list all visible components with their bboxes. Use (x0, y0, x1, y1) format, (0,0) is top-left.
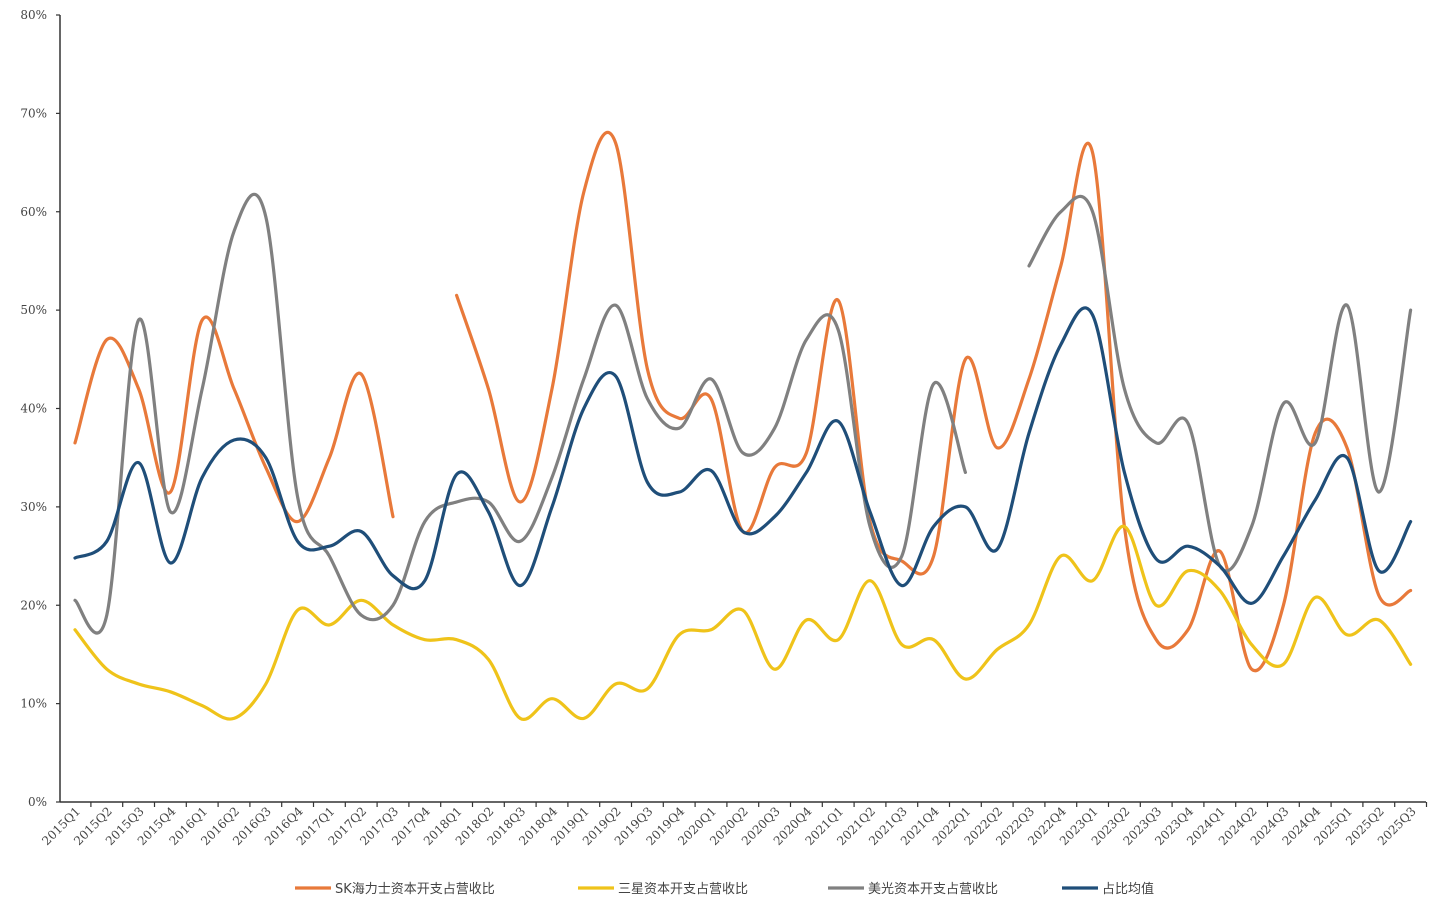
series-average (73, 306, 1413, 605)
series-sk-hynix (73, 130, 1413, 673)
series-line-micron (73, 192, 967, 635)
series-line-sk-hynix (455, 130, 1413, 673)
legend: SK海力士资本开支占营收比 三星资本开支占营收比 美光资本开支占营收比 占比均值 (295, 881, 1154, 897)
series-line-sk-hynix (73, 315, 395, 524)
y-tick-label: 10% (20, 697, 47, 711)
x-axis-ticks: 2015Q12015Q22015Q32015Q42016Q12016Q22016… (39, 802, 1428, 848)
legend-label-average: 占比均值 (1102, 881, 1154, 897)
series-line-samsung (73, 524, 1413, 721)
y-tick-label: 50% (20, 303, 47, 317)
y-tick-label: 30% (20, 500, 47, 514)
y-tick-label: 0% (28, 795, 47, 809)
y-tick-label: 20% (20, 598, 47, 612)
y-tick-label: 40% (20, 402, 47, 416)
legend-label-sk-hynix: SK海力士资本开支占营收比 (335, 882, 495, 897)
legend-label-samsung: 三星资本开支占营收比 (618, 882, 748, 897)
legend-label-micron: 美光资本开支占营收比 (868, 882, 998, 897)
series-line-micron (1027, 195, 1413, 573)
y-tick-label: 60% (20, 205, 47, 219)
y-axis-ticks: 0% 10% 20% 30% 40% 50% 60% 70% 80% (20, 8, 60, 809)
series-line-average (73, 306, 1413, 605)
y-tick-label: 70% (20, 106, 47, 120)
y-tick-label: 80% (20, 8, 47, 22)
series-samsung (73, 524, 1413, 721)
series-lines (73, 130, 1413, 721)
series-micron (73, 192, 1413, 635)
